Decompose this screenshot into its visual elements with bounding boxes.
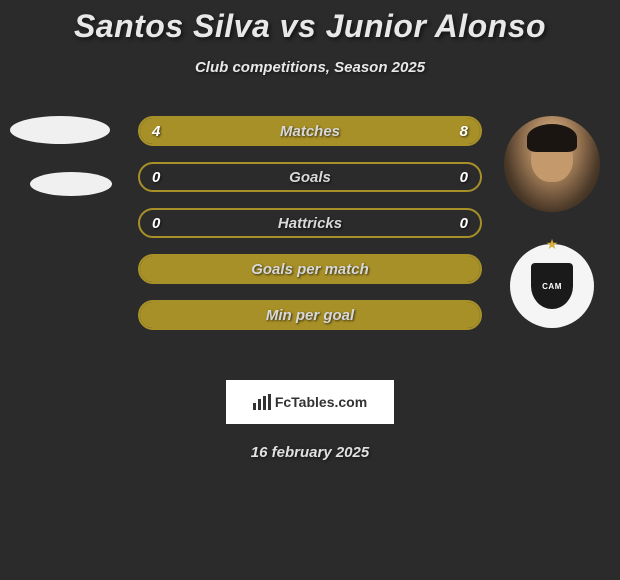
player2-photo [504,116,600,212]
player1-placeholder-2 [30,172,112,196]
stat-right-value: 8 [460,123,468,140]
player2-club-badge: CAM [510,244,594,328]
player2-avatar-area: CAM [504,116,600,328]
club-shield: CAM [531,263,573,309]
page-title: Santos Silva vs Junior Alonso [0,8,620,45]
stat-left-value: 0 [152,215,160,232]
stat-row: 4 Matches 8 [138,116,482,146]
stat-right-value: 0 [460,215,468,232]
stat-left-value: 4 [152,123,160,140]
club-shield-text: CAM [542,282,562,291]
stat-label: Goals [289,169,331,186]
comparison-container: Santos Silva vs Junior Alonso Club compe… [0,0,620,461]
brand-box: FcTables.com [226,380,394,424]
stat-label: Hattricks [278,215,342,232]
stat-row: 0 Hattricks 0 [138,208,482,238]
stat-row: Min per goal [138,300,482,330]
stats-list: 4 Matches 8 0 Goals 0 0 Hattricks 0 Goals per mat… [138,116,482,330]
stat-row: 0 Goals 0 [138,162,482,192]
stat-label: Goals per match [251,261,369,278]
player1-placeholder-1 [10,116,110,144]
player1-avatar-area [10,116,112,196]
brand-text: FcTables.com [275,394,367,410]
stat-row: Goals per match [138,254,482,284]
date-text: 16 february 2025 [0,444,620,461]
stat-right-value: 0 [460,169,468,186]
stat-label: Matches [280,123,340,140]
stat-label: Min per goal [266,307,354,324]
subtitle: Club competitions, Season 2025 [0,59,620,76]
brand-chart-icon [253,394,271,410]
content-area: CAM 4 Matches 8 0 Goals 0 0 Hattricks 0 Goals per… [0,116,620,376]
stat-left-value: 0 [152,169,160,186]
